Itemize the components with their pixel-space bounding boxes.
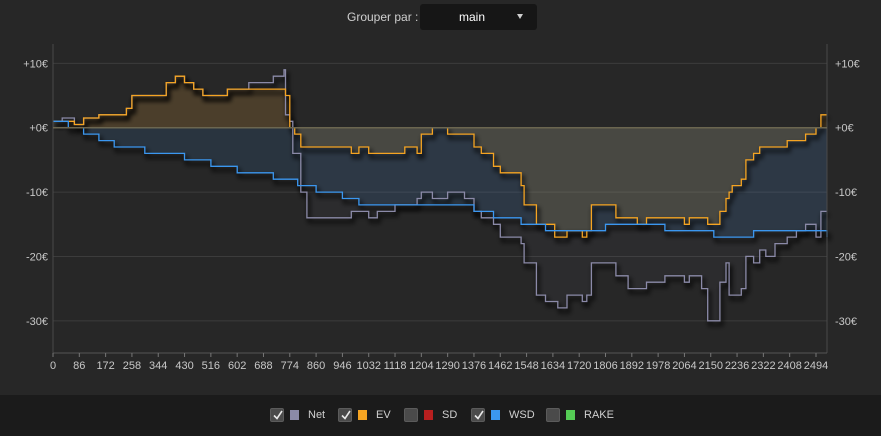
series-lines <box>53 69 828 322</box>
area-fill-net <box>53 69 827 321</box>
x-tick-label: 2494 <box>804 360 828 372</box>
area-fill-wsd <box>53 121 827 238</box>
chart: +10€ +10€ +0€ +0€ -10€ -10€ -20€ -20€ -30€ -30€ 0 8… <box>23 44 860 372</box>
x-tick-label: 86 <box>73 360 85 372</box>
x-tick-label: 1290 <box>435 360 459 372</box>
y-tick-label-right: -30€ <box>835 316 857 328</box>
y-tick-label-left: -30€ <box>26 316 48 328</box>
x-tick-label: 602 <box>228 360 246 372</box>
checkmark-icon <box>474 410 484 420</box>
line-shadow-wsd <box>55 123 831 243</box>
legend-swatch-rake <box>566 410 575 420</box>
x-tick-label: 2408 <box>777 360 801 372</box>
group-by-selected-value: main <box>458 10 485 24</box>
x-tick-label: 2322 <box>751 360 775 372</box>
group-by-select[interactable]: main <box>420 4 537 30</box>
x-tick-label: 430 <box>175 360 193 372</box>
y-tick-label-left: +0€ <box>29 123 48 135</box>
line-shadow-ev <box>55 78 829 243</box>
toolbar: Grouper par : main <box>0 0 881 36</box>
legend-checkbox-ev[interactable] <box>338 408 352 422</box>
x-tick-label: 1978 <box>646 360 670 372</box>
area-fills <box>53 69 827 321</box>
x-tick-label: 860 <box>307 360 325 372</box>
chevron-down-icon <box>517 14 523 19</box>
y-tick-label-right: +0€ <box>835 123 854 135</box>
legend-swatch-wsd <box>491 410 500 420</box>
y-tick-label-right: +10€ <box>835 58 860 70</box>
y-tick-label-right: -20€ <box>835 251 857 263</box>
checkmark-icon <box>273 410 283 420</box>
x-tick-label: 344 <box>149 360 167 372</box>
group-by-label: Grouper par : <box>347 10 419 24</box>
x-tick-label: 1548 <box>514 360 538 372</box>
x-tick-label: 1204 <box>409 360 433 372</box>
legend-swatch-net <box>290 410 299 420</box>
line-shadows <box>55 72 831 327</box>
legend-label: EV <box>376 409 391 421</box>
x-tick-label: 172 <box>96 360 114 372</box>
y-tick-label-left: -20€ <box>26 251 48 263</box>
x-tick-label: 1806 <box>593 360 617 372</box>
y-tick-label-right: -10€ <box>835 187 857 199</box>
x-tick-label: 1462 <box>488 360 512 372</box>
legend-label: RAKE <box>584 409 614 421</box>
x-tick-label: 258 <box>123 360 141 372</box>
x-tick-label: 1376 <box>462 360 486 372</box>
x-tick-label: 2150 <box>699 360 723 372</box>
x-tick-label: 774 <box>281 360 299 372</box>
x-tick-label: 1634 <box>541 360 565 372</box>
x-tick-label: 946 <box>333 360 351 372</box>
y-tick-label-left: -10€ <box>26 187 48 199</box>
x-tick-label: 1032 <box>356 360 380 372</box>
x-tick-label: 1720 <box>567 360 591 372</box>
legend-checkbox-net[interactable] <box>270 408 284 422</box>
legend-swatch-ev <box>358 410 367 420</box>
x-tick-label: 2064 <box>672 360 696 372</box>
x-tick-label: 688 <box>254 360 272 372</box>
legend: Net EV SD WSD RAKE <box>0 395 881 436</box>
x-tick-label: 0 <box>50 360 56 372</box>
x-tick-label: 516 <box>202 360 220 372</box>
legend-label: WSD <box>509 409 535 421</box>
line-wsd <box>53 120 828 238</box>
legend-label: SD <box>442 409 458 421</box>
legend-checkbox-sd[interactable] <box>404 408 418 422</box>
x-tick-label: 2236 <box>725 360 749 372</box>
legend-label: Net <box>308 409 326 421</box>
legend-swatch-sd <box>424 410 433 420</box>
legend-checkbox-wsd[interactable] <box>471 408 485 422</box>
checkmark-icon <box>341 410 351 420</box>
y-tick-label-left: +10€ <box>23 58 48 70</box>
axes: +10€ +10€ +0€ +0€ -10€ -10€ -20€ -20€ -30€ -30€ 0 8… <box>23 44 860 372</box>
area-fill-ev <box>53 76 827 238</box>
legend-checkbox-rake[interactable] <box>546 408 560 422</box>
line-ev <box>53 75 827 238</box>
x-tick-label: 1118 <box>384 360 407 372</box>
x-tick-label: 1892 <box>620 360 644 372</box>
